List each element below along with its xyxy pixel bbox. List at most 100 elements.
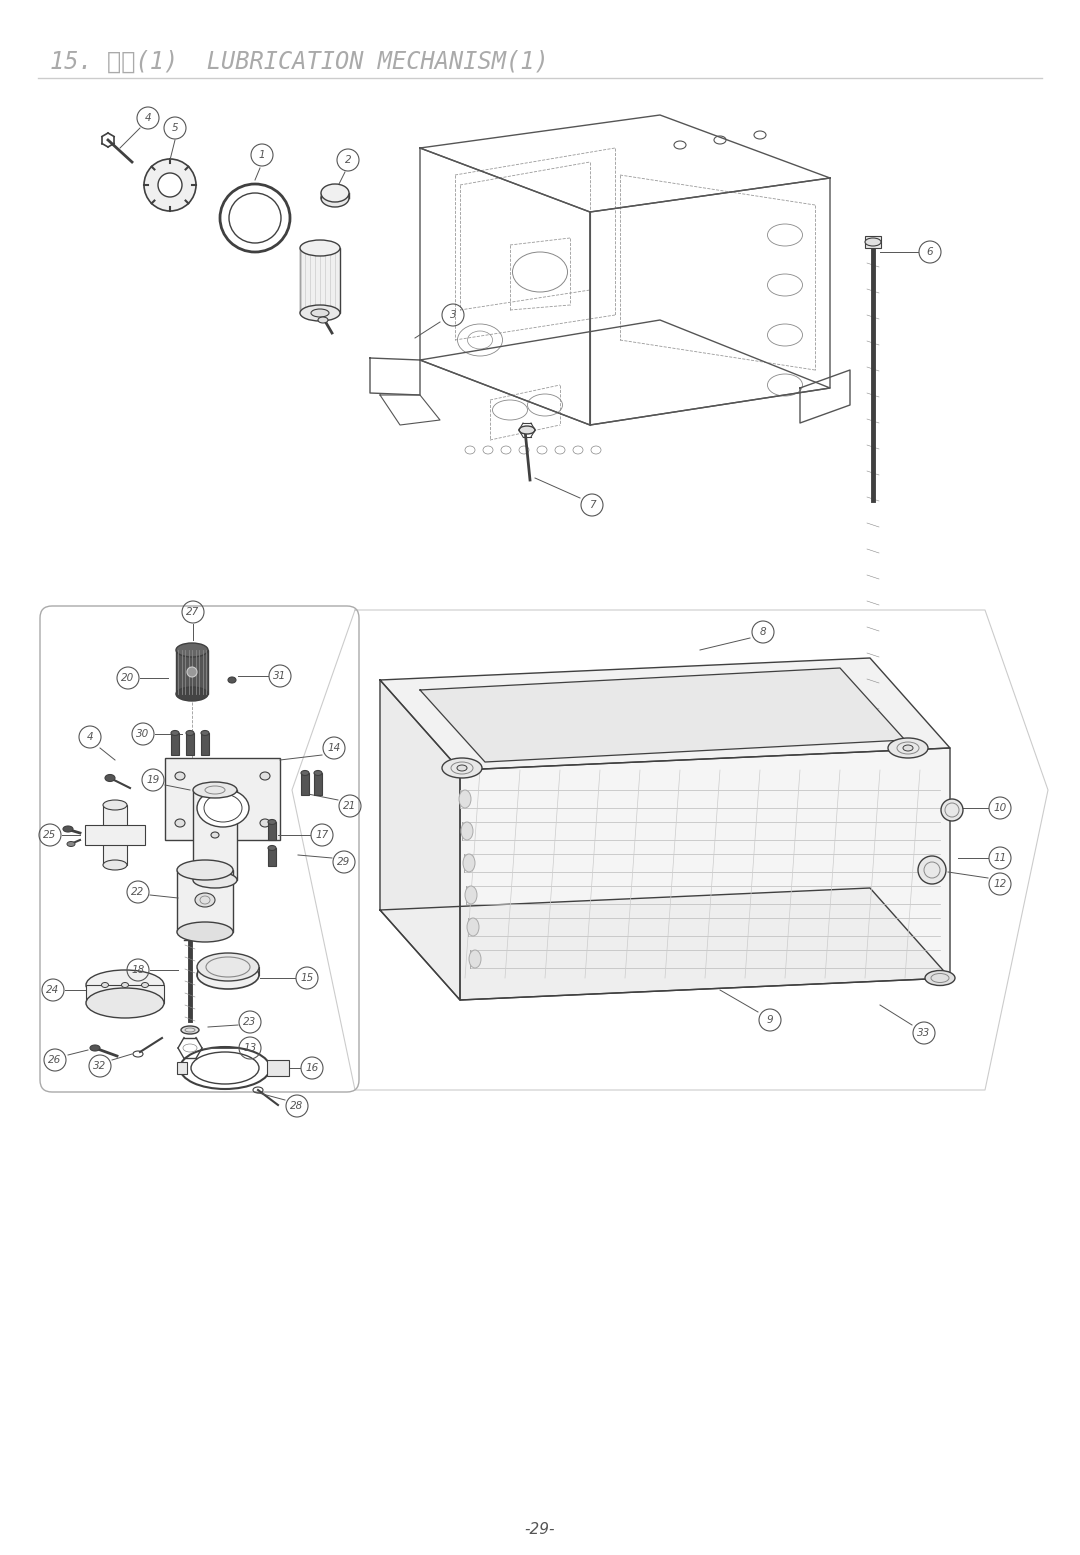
Bar (103, 805, 127, 865)
Bar (86, 984, 164, 1003)
Text: 31: 31 (273, 672, 286, 681)
Text: 24: 24 (46, 984, 59, 995)
Ellipse shape (102, 983, 108, 987)
Ellipse shape (888, 739, 928, 757)
Text: 32: 32 (93, 1061, 107, 1071)
Bar (865, 236, 881, 247)
Ellipse shape (103, 860, 127, 869)
Ellipse shape (201, 731, 210, 736)
Ellipse shape (467, 917, 480, 936)
Ellipse shape (903, 745, 913, 751)
Ellipse shape (197, 953, 259, 981)
Ellipse shape (442, 757, 482, 778)
Text: 20: 20 (121, 673, 135, 683)
Ellipse shape (193, 782, 237, 798)
Ellipse shape (314, 770, 322, 776)
Bar (301, 773, 309, 795)
Ellipse shape (141, 983, 149, 987)
Bar (186, 732, 194, 756)
Text: 9: 9 (767, 1015, 773, 1025)
Text: 29: 29 (337, 857, 351, 868)
Ellipse shape (457, 765, 467, 771)
Ellipse shape (186, 731, 194, 736)
Ellipse shape (228, 676, 237, 683)
Ellipse shape (311, 309, 329, 317)
Text: 13: 13 (243, 1043, 257, 1053)
Text: 1: 1 (259, 149, 266, 160)
Bar (268, 823, 276, 840)
Ellipse shape (86, 987, 164, 1019)
Ellipse shape (195, 893, 215, 907)
Ellipse shape (321, 190, 349, 207)
Ellipse shape (461, 823, 473, 840)
Text: 17: 17 (315, 830, 328, 840)
Bar (268, 847, 276, 866)
Ellipse shape (144, 159, 195, 211)
Ellipse shape (463, 854, 475, 872)
Bar (171, 732, 179, 756)
Text: 23: 23 (243, 1017, 257, 1026)
Ellipse shape (260, 771, 270, 781)
Bar (85, 826, 145, 844)
Text: 8: 8 (759, 627, 767, 638)
Text: 15. 給油(1)  LUBRICATION MECHANISM(1): 15. 給油(1) LUBRICATION MECHANISM(1) (50, 50, 549, 75)
Text: 12: 12 (994, 879, 1007, 889)
Bar (165, 757, 280, 840)
Text: 28: 28 (291, 1101, 303, 1110)
Ellipse shape (268, 819, 276, 824)
Ellipse shape (90, 1045, 100, 1051)
Ellipse shape (300, 305, 340, 320)
Ellipse shape (193, 872, 237, 888)
Ellipse shape (941, 799, 963, 821)
Bar (177, 1062, 187, 1075)
Text: 30: 30 (136, 729, 150, 739)
Text: 21: 21 (343, 801, 356, 812)
Bar (201, 732, 210, 756)
Bar (176, 650, 208, 694)
Ellipse shape (187, 667, 197, 676)
Text: 25: 25 (43, 830, 56, 840)
Ellipse shape (176, 644, 208, 658)
Ellipse shape (105, 774, 114, 782)
Polygon shape (380, 680, 460, 1000)
Ellipse shape (67, 841, 75, 846)
Ellipse shape (158, 173, 183, 197)
Bar (314, 773, 322, 795)
Ellipse shape (865, 238, 881, 246)
Text: 11: 11 (994, 854, 1007, 863)
Ellipse shape (175, 819, 185, 827)
Ellipse shape (211, 832, 219, 838)
Text: -29-: -29- (525, 1522, 555, 1538)
Ellipse shape (171, 731, 179, 736)
Ellipse shape (301, 770, 309, 776)
Ellipse shape (177, 922, 233, 942)
Ellipse shape (197, 961, 259, 989)
Ellipse shape (86, 970, 164, 1000)
Ellipse shape (175, 771, 185, 781)
Text: 16: 16 (306, 1064, 319, 1073)
Text: 3: 3 (449, 309, 457, 320)
Ellipse shape (300, 239, 340, 257)
Text: 15: 15 (300, 973, 313, 983)
Text: 27: 27 (187, 606, 200, 617)
Text: 5: 5 (172, 123, 178, 134)
Ellipse shape (121, 983, 129, 987)
Bar (267, 1061, 289, 1076)
Ellipse shape (519, 426, 535, 434)
Ellipse shape (103, 799, 127, 810)
Ellipse shape (260, 819, 270, 827)
Text: 19: 19 (147, 774, 160, 785)
Polygon shape (380, 888, 950, 1000)
Text: 10: 10 (994, 802, 1007, 813)
Bar (300, 247, 340, 313)
Text: 33: 33 (917, 1028, 931, 1039)
Text: 4: 4 (86, 732, 93, 742)
Bar (193, 790, 237, 880)
Ellipse shape (177, 860, 233, 880)
Ellipse shape (924, 970, 955, 986)
Text: 4: 4 (145, 114, 151, 123)
Ellipse shape (918, 855, 946, 883)
Polygon shape (460, 748, 950, 1000)
Text: 7: 7 (589, 501, 595, 510)
Text: 22: 22 (132, 886, 145, 897)
